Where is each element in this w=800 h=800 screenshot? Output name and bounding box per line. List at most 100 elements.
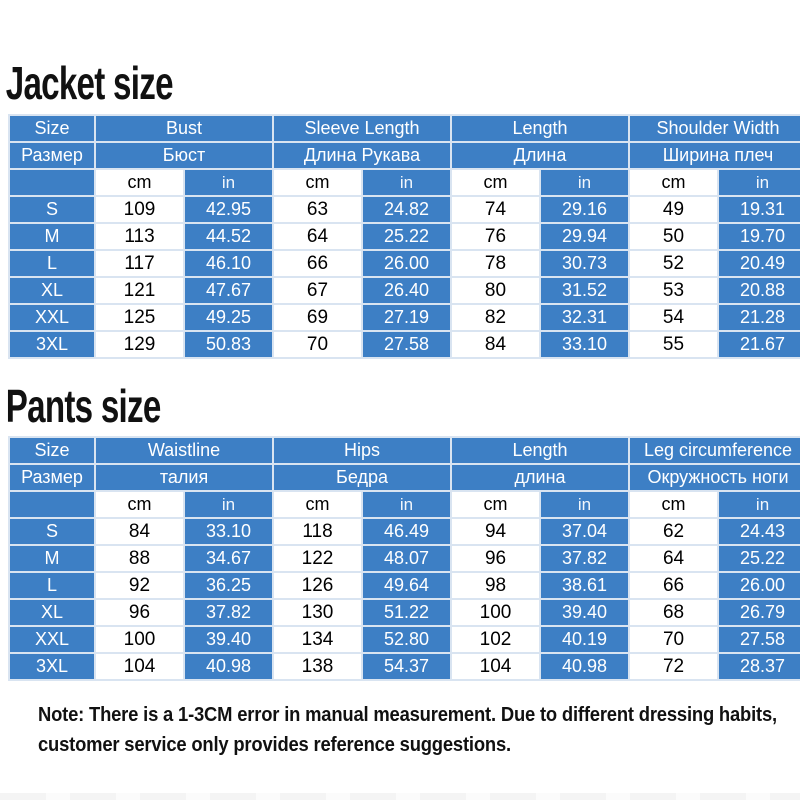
value-in-cell: 27.58 <box>363 332 450 357</box>
unit-cm-header: cm <box>96 492 183 517</box>
value-in-cell: 46.10 <box>185 251 272 276</box>
unit-row-spacer <box>10 170 94 195</box>
measurement-note-line2: customer service only provides reference… <box>38 734 511 756</box>
unit-in-header: in <box>363 492 451 517</box>
jacket-size-table: Size Bust Sleeve Length Length Shoulder Widt… <box>8 114 800 359</box>
value-in-cell: 37.04 <box>541 519 629 544</box>
column-header-ru: Бедра <box>274 465 451 490</box>
unit-in-header: in <box>185 492 273 517</box>
size-label-cell: S <box>10 519 94 544</box>
value-cm-cell: 67 <box>274 278 361 303</box>
value-in-cell: 27.19 <box>363 305 450 330</box>
value-cm-cell: 113 <box>96 224 183 249</box>
unit-cm-header: cm <box>630 492 718 517</box>
table-row: S 84 33.10 118 46.49 94 37.04 62 24.43 <box>10 519 800 544</box>
value-in-cell: 40.98 <box>185 654 273 679</box>
value-cm-cell: 130 <box>274 600 362 625</box>
value-in-cell: 40.98 <box>541 654 629 679</box>
column-header-ru: длина <box>452 465 629 490</box>
value-cm-cell: 104 <box>96 654 183 679</box>
value-cm-cell: 76 <box>452 224 539 249</box>
column-header-ru: Длина Рукава <box>274 143 450 168</box>
value-in-cell: 39.40 <box>541 600 629 625</box>
value-in-cell: 28.37 <box>719 654 800 679</box>
cropped-bottom-strip <box>0 793 800 800</box>
unit-cm-header: cm <box>452 170 539 195</box>
value-in-cell: 50.83 <box>185 332 272 357</box>
pants-size-table: Size Waistline Hips Length Leg circumference… <box>8 436 800 681</box>
column-header-en: Waistline <box>96 438 273 463</box>
size-label-cell: M <box>10 546 94 571</box>
value-in-cell: 31.52 <box>541 278 628 303</box>
unit-row: cm in cm in cm in cm in <box>10 492 800 517</box>
value-in-cell: 37.82 <box>185 600 273 625</box>
value-in-cell: 44.52 <box>185 224 272 249</box>
value-in-cell: 19.70 <box>719 224 800 249</box>
table-row: S 109 42.95 63 24.82 74 29.16 49 19.31 <box>10 197 800 222</box>
value-cm-cell: 126 <box>274 573 362 598</box>
header-row-en: Size Waistline Hips Length Leg circumference <box>10 438 800 463</box>
column-header-en: Length <box>452 438 629 463</box>
value-in-cell: 46.49 <box>363 519 451 544</box>
value-cm-cell: 68 <box>630 600 718 625</box>
size-label-cell: 3XL <box>10 332 94 357</box>
value-in-cell: 33.10 <box>541 332 628 357</box>
column-header-en: Length <box>452 116 628 141</box>
value-cm-cell: 118 <box>274 519 362 544</box>
size-label-cell: L <box>10 251 94 276</box>
size-label-cell: 3XL <box>10 654 94 679</box>
value-in-cell: 34.67 <box>185 546 273 571</box>
unit-row-spacer <box>10 492 94 517</box>
value-cm-cell: 84 <box>96 519 183 544</box>
value-in-cell: 39.40 <box>185 627 273 652</box>
table-row: L 117 46.10 66 26.00 78 30.73 52 20.49 <box>10 251 800 276</box>
column-header-ru: Ширина плеч <box>630 143 800 168</box>
value-in-cell: 21.67 <box>719 332 800 357</box>
column-header-en: Shoulder Width <box>630 116 800 141</box>
value-in-cell: 29.94 <box>541 224 628 249</box>
value-cm-cell: 66 <box>630 573 718 598</box>
measurement-note: Note: There is a 1-3CM error in manual m… <box>38 700 792 760</box>
size-label-cell: XL <box>10 278 94 303</box>
value-cm-cell: 66 <box>274 251 361 276</box>
pants-size-heading: Pants size <box>5 380 162 432</box>
table-row: 3XL 104 40.98 138 54.37 104 40.98 72 28.37 <box>10 654 800 679</box>
value-cm-cell: 72 <box>630 654 718 679</box>
value-cm-cell: 100 <box>96 627 183 652</box>
value-in-cell: 49.64 <box>363 573 451 598</box>
value-cm-cell: 80 <box>452 278 539 303</box>
value-cm-cell: 78 <box>452 251 539 276</box>
value-cm-cell: 109 <box>96 197 183 222</box>
table-row: M 88 34.67 122 48.07 96 37.82 64 25.22 <box>10 546 800 571</box>
value-cm-cell: 125 <box>96 305 183 330</box>
column-header-en: Bust <box>96 116 272 141</box>
jacket-size-heading: Jacket size <box>5 57 174 109</box>
unit-cm-header: cm <box>274 492 362 517</box>
value-cm-cell: 94 <box>452 519 540 544</box>
size-label-cell: S <box>10 197 94 222</box>
value-cm-cell: 70 <box>274 332 361 357</box>
value-in-cell: 25.22 <box>719 546 800 571</box>
value-in-cell: 24.43 <box>719 519 800 544</box>
size-label-cell: L <box>10 573 94 598</box>
value-cm-cell: 122 <box>274 546 362 571</box>
value-cm-cell: 117 <box>96 251 183 276</box>
value-in-cell: 32.31 <box>541 305 628 330</box>
column-header-en: Sleeve Length <box>274 116 450 141</box>
unit-in-header: in <box>185 170 272 195</box>
value-in-cell: 54.37 <box>363 654 451 679</box>
value-cm-cell: 69 <box>274 305 361 330</box>
column-header-en: Leg circumference <box>630 438 800 463</box>
value-in-cell: 49.25 <box>185 305 272 330</box>
header-row-ru: Размер Бюст Длина Рукава Длина Ширина плеч <box>10 143 800 168</box>
value-cm-cell: 138 <box>274 654 362 679</box>
value-in-cell: 37.82 <box>541 546 629 571</box>
value-cm-cell: 53 <box>630 278 717 303</box>
value-cm-cell: 102 <box>452 627 540 652</box>
value-in-cell: 40.19 <box>541 627 629 652</box>
table-row: XXL 125 49.25 69 27.19 82 32.31 54 21.28 <box>10 305 800 330</box>
value-in-cell: 20.88 <box>719 278 800 303</box>
value-cm-cell: 134 <box>274 627 362 652</box>
column-header-ru: Размер <box>10 465 94 490</box>
